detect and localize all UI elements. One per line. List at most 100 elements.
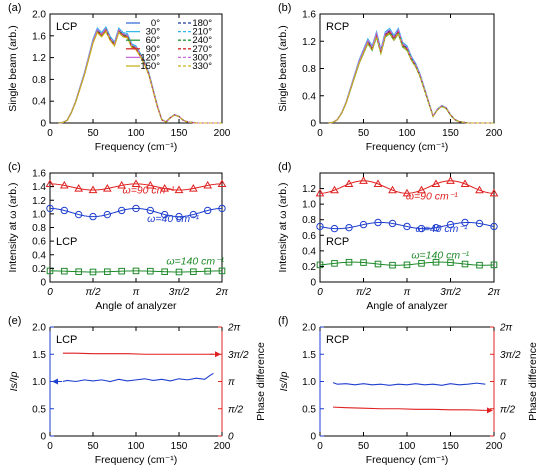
marker-square-2-2 [75, 268, 82, 276]
y-tick-label: 2.0 [32, 10, 46, 21]
marker-triangle-0-1 [330, 185, 339, 194]
x-tick-label: 200 [214, 128, 231, 139]
x-tick-label: 2π [487, 287, 501, 298]
marker-triangle-0-9 [446, 176, 455, 184]
marker-triangle-0-2 [74, 183, 84, 192]
y-axis-label: Intensity at ω (arb.) [277, 183, 289, 273]
legend-entry-7: 210° [192, 27, 212, 38]
x-tick-label: 150 [442, 128, 459, 139]
panel-e: 0 50 100 150 200 Frequency (cm⁻¹) 0 0.5 1.0 1.5 2.… [8, 315, 267, 466]
y-tick-label: 1.6 [32, 169, 46, 180]
marker-square-2-8 [161, 268, 168, 276]
marker-square-2-4 [374, 260, 382, 268]
y-axis-label: Single beam (arb.) [277, 25, 289, 111]
series-label-0: ω=90 cm⁻¹ [406, 190, 458, 202]
marker-circle-1-2 [74, 210, 83, 219]
marker-square-2-8 [432, 258, 440, 266]
x-tick-label: 0 [317, 287, 323, 298]
y-tick-label: 0.8 [302, 64, 316, 75]
marker-square-2-7 [418, 260, 425, 267]
marker-triangle-0-5 [117, 180, 127, 189]
y-tick-label: 0.4 [32, 250, 46, 261]
y-axis-label: Single beam (arb.) [7, 25, 19, 111]
panel-a: 0 50 100 150 200 Frequency (cm⁻¹) 0 0.4 0.8 1.2 1.… [7, 2, 231, 153]
x-tick-label: 50 [358, 128, 370, 139]
spectrum-line-11 [58, 30, 222, 124]
y-tick-label: 0.2 [32, 264, 46, 275]
marker-square-2-9 [447, 259, 454, 266]
legend-entry-11: 330° [192, 61, 212, 72]
y-tick-label: 0.5 [32, 404, 46, 415]
marker-triangle-0-8 [431, 179, 441, 187]
marker-triangle-0-7 [417, 185, 426, 194]
legend-entry-3: 90° [146, 44, 161, 55]
marker-triangle-0-11 [475, 185, 484, 194]
x-axis-label: Frequency (cm⁻¹) [95, 454, 178, 466]
x-tick-label: π [404, 287, 411, 298]
panel-c: ω=90 cm⁻¹ ω=40 cm⁻¹ ω=140 cm⁻¹ 0 π/2 π 3π/2 2π A… [7, 161, 228, 312]
marker-square-2-12 [490, 261, 498, 269]
x-tick-label: 100 [399, 128, 416, 139]
y-tick-label: 0.8 [32, 75, 46, 86]
right-tick-label: π [228, 377, 235, 388]
x-tick-label: 0 [317, 441, 323, 452]
marker-circle-1-8 [432, 223, 440, 232]
series-label-0: ω=90 cm⁻¹ [123, 184, 175, 196]
x-tick-label: 50 [87, 128, 99, 139]
marker-square-2-1 [331, 260, 338, 267]
marker-square-2-10 [190, 268, 197, 276]
y-tick-label: 0.5 [302, 404, 316, 415]
y-tick-label: 0.8 [302, 215, 316, 226]
marker-circle-1-10 [189, 210, 198, 219]
right-tick-label: π/2 [228, 404, 243, 415]
marker-circle-1-8 [160, 210, 169, 219]
polarization-label: LCP [56, 334, 77, 346]
y-tick-label: 0.4 [32, 97, 46, 108]
x-tick-label: π/2 [356, 287, 371, 298]
spectrum-line-7 [328, 27, 494, 124]
y-tick-label: 1.0 [32, 209, 46, 220]
y-tick-label: 1.0 [302, 200, 316, 211]
marker-square-2-12 [218, 267, 226, 275]
marker-circle-1-5 [388, 219, 397, 228]
marker-circle-1-11 [203, 206, 212, 215]
phase-axis-label: Phase difference [527, 342, 539, 421]
marker-circle-1-2 [345, 223, 353, 232]
y-tick-label: 1.4 [32, 182, 46, 193]
y-tick-label: 1.0 [302, 377, 316, 388]
fit-curve-2 [319, 261, 495, 266]
marker-triangle-0-12 [217, 179, 227, 187]
marker-triangle-0-4 [102, 183, 112, 192]
y-tick-label: 1.2 [302, 184, 316, 195]
marker-circle-1-1 [60, 206, 69, 215]
right-tick-label: 2π [227, 323, 241, 334]
x-tick-label: 3π/2 [440, 287, 461, 298]
marker-square-2-5 [118, 267, 125, 275]
x-tick-label: π [133, 287, 140, 298]
x-tick-label: 100 [128, 441, 145, 452]
phase-line [333, 406, 486, 411]
series-label-2: ω=140 cm⁻¹ [166, 255, 224, 267]
marker-circle-1-3 [359, 220, 368, 229]
marker-circle-1-9 [446, 220, 455, 229]
polarization-label: RCP [326, 236, 349, 248]
x-tick-label: 0 [47, 287, 53, 298]
y-tick-label: 0.4 [302, 246, 316, 257]
panel-f: 0 50 100 150 200 Frequency (cm⁻¹) 0 0.5 1.0 1.5 2.… [278, 315, 539, 466]
marker-triangle-0-5 [388, 185, 397, 194]
legend-entry-5: 150° [140, 61, 160, 72]
marker-square-2-7 [147, 267, 154, 275]
marker-circle-1-4 [103, 210, 112, 219]
marker-triangle-0-0 [315, 188, 325, 197]
ratio-axis-label: Is/Ip [8, 371, 20, 391]
x-axis-label: Frequency (cm⁻¹) [366, 454, 449, 466]
fit-curve-1 [49, 207, 223, 218]
y-tick-label: 0 [310, 119, 316, 130]
x-tick-label: 50 [358, 441, 370, 452]
y-tick-label: 1.5 [302, 350, 316, 361]
panel-label: (e) [8, 315, 21, 327]
fit-curve-0 [49, 183, 223, 191]
spectrum-line-1 [328, 26, 494, 124]
legend-entry-2: 60° [146, 35, 161, 46]
